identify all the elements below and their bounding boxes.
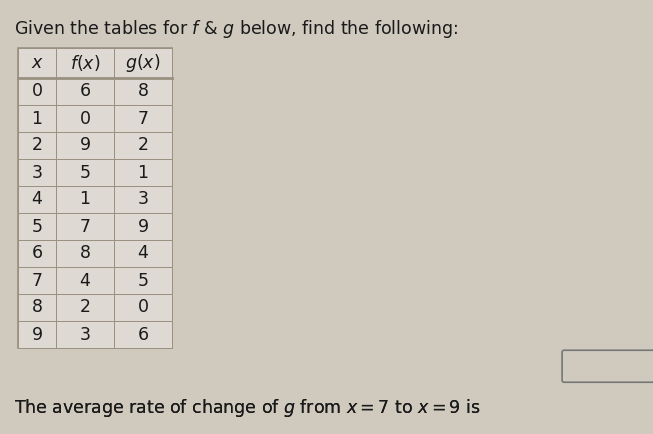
Text: $g(x)$: $g(x)$ [125,52,161,74]
Text: 3: 3 [80,326,91,343]
Text: 3: 3 [31,164,42,181]
Text: 5: 5 [31,217,42,236]
Bar [56,240,114,267]
Text: 0: 0 [31,82,42,101]
Text: 2: 2 [80,299,91,316]
Text: 2: 2 [138,137,148,155]
Text: 3: 3 [138,191,148,208]
Bar [18,294,56,321]
Bar [56,159,114,186]
Bar [18,186,56,213]
Text: 0: 0 [80,109,91,128]
Bar [114,48,172,78]
Bar [56,213,114,240]
Bar [114,321,172,348]
Text: 9: 9 [31,326,42,343]
Bar [56,105,114,132]
Bar [18,267,56,294]
Text: 4: 4 [80,272,90,289]
Text: $x$: $x$ [31,55,44,72]
Bar [56,267,114,294]
Text: 2: 2 [31,137,42,155]
Bar [56,132,114,159]
Bar [114,78,172,105]
Text: Given the tables for $f$ & $g$ below, find the following:: Given the tables for $f$ & $g$ below, fi… [14,18,458,40]
Text: The average rate of change of $g$ from $x = 7$ to $x = 9$ is: The average rate of change of $g$ from $… [14,397,481,419]
Bar [114,105,172,132]
Bar [114,267,172,294]
Text: 4: 4 [138,244,148,263]
Bar [56,186,114,213]
Bar [18,48,56,78]
Bar [18,321,56,348]
Text: 6: 6 [137,326,149,343]
Text: 7: 7 [80,217,91,236]
Bar [56,321,114,348]
Bar [56,294,114,321]
Bar [18,132,56,159]
Bar [114,294,172,321]
Bar [18,240,56,267]
FancyBboxPatch shape [562,350,653,382]
Text: 5: 5 [138,272,148,289]
Text: 8: 8 [31,299,42,316]
Text: 8: 8 [138,82,148,101]
Text: 9: 9 [80,137,91,155]
Bar [114,159,172,186]
Text: $f(x)$: $f(x)$ [70,53,100,73]
Text: 1: 1 [31,109,42,128]
Bar [114,240,172,267]
Bar [114,186,172,213]
Bar [18,48,172,348]
Text: 4: 4 [31,191,42,208]
Bar [18,159,56,186]
Bar [18,213,56,240]
Bar [114,132,172,159]
Text: 8: 8 [80,244,91,263]
Text: 6: 6 [31,244,42,263]
Text: 1: 1 [80,191,91,208]
Bar [18,105,56,132]
Bar [114,213,172,240]
Bar [18,78,56,105]
Text: 7: 7 [31,272,42,289]
Text: The average rate of change of $g$ from $x = 7$ to $x = 9$ is: The average rate of change of $g$ from $… [14,397,481,419]
Text: 6: 6 [80,82,91,101]
Bar [56,48,114,78]
Bar [56,78,114,105]
Text: 0: 0 [138,299,148,316]
Text: 9: 9 [137,217,149,236]
Text: 5: 5 [80,164,91,181]
Text: 1: 1 [138,164,148,181]
Text: 7: 7 [138,109,148,128]
